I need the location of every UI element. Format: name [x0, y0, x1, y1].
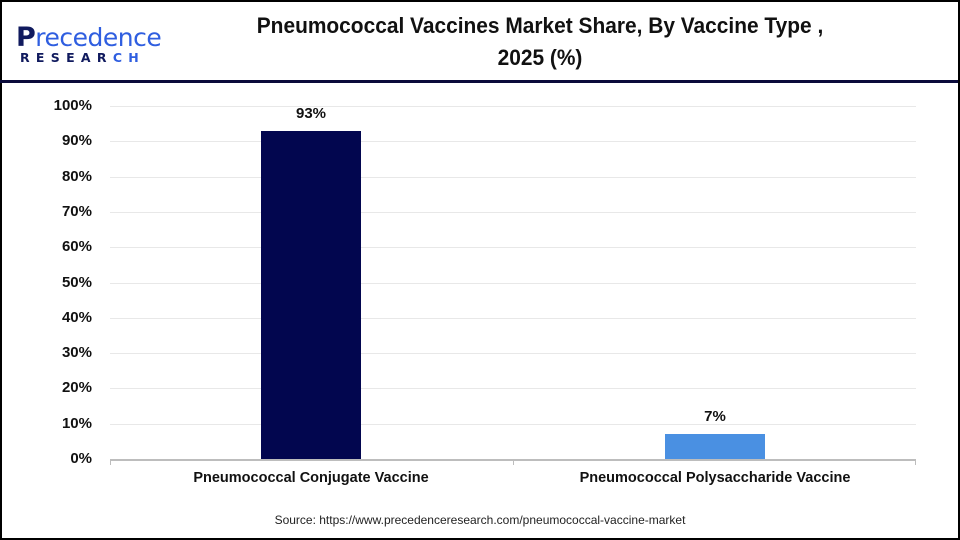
plot-area	[110, 106, 916, 459]
y-tick-label: 30%	[61, 344, 92, 362]
category-label-polysaccharide: Pneumococcal Polysaccharide Vaccine	[579, 470, 851, 486]
logo-initial: P	[16, 22, 36, 53]
gridline	[110, 247, 916, 249]
y-tick-label: 50%	[61, 273, 92, 291]
gridline	[110, 423, 916, 425]
chart-title: Pneumococcal Vaccines Market Share, By V…	[217, 10, 863, 74]
bar-polysaccharide	[665, 434, 765, 459]
gridline	[110, 176, 916, 178]
gridline	[110, 106, 916, 107]
data-label-polysaccharide: 7%	[704, 408, 726, 426]
gridline	[110, 282, 916, 284]
y-tick-label: 0%	[70, 450, 92, 467]
logo-wordmark: Precedence	[16, 22, 162, 53]
gridline	[110, 317, 916, 319]
gridline	[110, 353, 916, 355]
y-tick-label: 40%	[61, 308, 92, 326]
chart-title-line1: Pneumococcal Vaccines Market Share, By V…	[256, 13, 824, 38]
x-axis-tick	[513, 459, 514, 465]
source-note: Source: https://www.precedenceresearch.c…	[274, 513, 686, 527]
gridline	[110, 211, 916, 213]
header: Precedence RESEARCH Pneumococcal Vaccine…	[0, 0, 960, 80]
y-tick-label: 60%	[61, 238, 92, 256]
y-tick-label: 100%	[53, 97, 92, 114]
chart-title-line2: 2025 (%)	[497, 45, 583, 70]
category-label-conjugate: Pneumococcal Conjugate Vaccine	[193, 470, 429, 486]
data-label-conjugate: 93%	[295, 104, 327, 122]
x-axis-tick	[915, 459, 916, 465]
gridline	[110, 141, 916, 143]
gridline	[110, 388, 916, 390]
logo-subtitle-main: RESEAR	[20, 50, 113, 65]
y-tick-label: 70%	[61, 202, 92, 220]
logo-subtitle-accent: CH	[112, 50, 146, 65]
bar-conjugate	[261, 130, 361, 459]
logo-rest: recedence	[35, 23, 162, 52]
y-tick-label: 10%	[61, 414, 92, 432]
x-axis-tick	[110, 459, 111, 465]
logo-subtitle: RESEARCH	[20, 50, 145, 65]
y-tick-label: 90%	[61, 132, 92, 150]
precedence-research-logo: Precedence RESEARCH	[16, 22, 166, 65]
header-divider	[0, 80, 958, 83]
y-tick-label: 20%	[61, 379, 92, 397]
y-tick-label: 80%	[61, 167, 92, 185]
